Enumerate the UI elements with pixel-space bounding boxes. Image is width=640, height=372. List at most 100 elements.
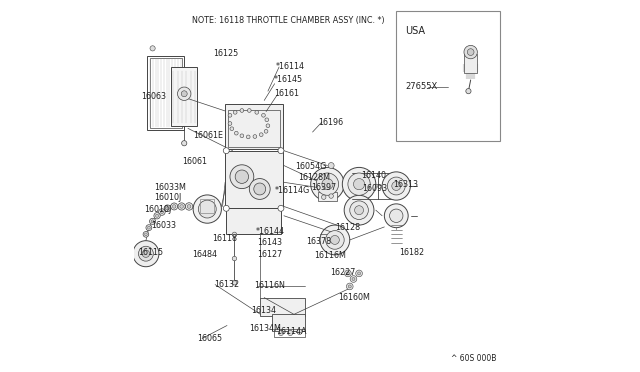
Text: 16093: 16093: [362, 185, 387, 193]
Circle shape: [223, 205, 229, 211]
Bar: [464, 54, 477, 73]
Circle shape: [228, 122, 232, 125]
Circle shape: [264, 129, 268, 133]
Text: 27655X: 27655X: [406, 82, 438, 91]
Bar: [396, 11, 500, 141]
Text: 16054G: 16054G: [294, 162, 326, 171]
Text: USA: USA: [406, 26, 426, 36]
Text: NOTE: 16118 THROTTLE CHAMBER ASSY (INC. *): NOTE: 16118 THROTTLE CHAMBER ASSY (INC. …: [192, 16, 385, 25]
Text: ^ 60S 000B: ^ 60S 000B: [451, 354, 497, 363]
Circle shape: [348, 285, 351, 288]
Circle shape: [466, 89, 471, 94]
Text: 16061: 16061: [182, 157, 207, 166]
Text: 16140: 16140: [361, 171, 386, 180]
Circle shape: [150, 218, 156, 224]
Circle shape: [232, 232, 237, 237]
Circle shape: [180, 205, 184, 208]
Text: 16132: 16132: [214, 280, 239, 289]
Circle shape: [146, 225, 152, 231]
Circle shape: [154, 213, 160, 219]
Circle shape: [147, 226, 150, 229]
Circle shape: [177, 87, 191, 100]
Circle shape: [355, 206, 364, 215]
Circle shape: [278, 330, 284, 336]
Circle shape: [187, 205, 191, 208]
Text: 16116N: 16116N: [254, 281, 285, 290]
Circle shape: [145, 233, 147, 236]
Text: 16114A: 16114A: [276, 327, 307, 336]
Circle shape: [390, 209, 403, 222]
Circle shape: [234, 110, 237, 114]
Circle shape: [159, 209, 165, 215]
Circle shape: [246, 135, 250, 139]
Circle shape: [232, 256, 237, 261]
Text: 16065: 16065: [197, 334, 222, 343]
Circle shape: [142, 250, 150, 257]
Bar: [273, 329, 305, 337]
Bar: [227, 208, 282, 234]
Text: 16010J: 16010J: [144, 205, 172, 214]
Circle shape: [253, 135, 257, 138]
Circle shape: [321, 195, 326, 199]
Text: 16128: 16128: [335, 223, 361, 232]
Circle shape: [198, 200, 216, 218]
Text: *16114G: *16114G: [275, 186, 310, 195]
Circle shape: [230, 165, 254, 189]
Circle shape: [320, 225, 349, 255]
Circle shape: [232, 280, 237, 285]
Bar: [147, 56, 184, 130]
Circle shape: [164, 205, 171, 212]
Text: 16160M: 16160M: [338, 293, 370, 302]
Circle shape: [193, 195, 221, 223]
Text: 16182: 16182: [399, 248, 424, 257]
Bar: [318, 192, 337, 201]
Circle shape: [316, 173, 339, 195]
Text: 16378: 16378: [306, 237, 331, 246]
Circle shape: [287, 330, 293, 336]
Text: 16161: 16161: [275, 89, 300, 97]
Text: 16127: 16127: [257, 250, 282, 259]
Circle shape: [230, 127, 234, 131]
Circle shape: [151, 220, 154, 223]
Circle shape: [310, 167, 344, 201]
Circle shape: [235, 170, 248, 183]
Circle shape: [278, 205, 284, 211]
Circle shape: [181, 91, 187, 97]
Text: 16128M: 16128M: [298, 173, 330, 182]
Circle shape: [133, 241, 159, 267]
Circle shape: [156, 214, 159, 217]
Text: 16397: 16397: [311, 183, 337, 192]
Circle shape: [358, 272, 360, 275]
Circle shape: [328, 163, 334, 169]
Bar: [225, 151, 283, 208]
Circle shape: [297, 329, 302, 334]
Circle shape: [255, 110, 259, 114]
Text: 16313: 16313: [394, 180, 419, 189]
Circle shape: [234, 131, 238, 135]
Text: 16134M: 16134M: [250, 324, 281, 333]
Text: 16227: 16227: [330, 268, 356, 277]
Text: *16114: *16114: [275, 62, 305, 71]
Circle shape: [150, 46, 156, 51]
Circle shape: [322, 179, 333, 190]
Circle shape: [228, 113, 232, 117]
Text: *16144: *16144: [256, 227, 285, 236]
Circle shape: [278, 148, 284, 154]
Bar: [225, 104, 283, 149]
Text: 16116M: 16116M: [314, 251, 346, 260]
Text: 16196: 16196: [318, 118, 343, 126]
Circle shape: [171, 203, 178, 210]
Circle shape: [259, 133, 263, 137]
Text: *16145: *16145: [273, 76, 303, 84]
Circle shape: [262, 113, 266, 117]
Circle shape: [240, 109, 244, 112]
Circle shape: [326, 231, 344, 249]
Circle shape: [382, 172, 410, 200]
Circle shape: [329, 194, 333, 198]
Circle shape: [392, 182, 401, 190]
Circle shape: [330, 235, 339, 244]
Circle shape: [348, 173, 370, 195]
Circle shape: [138, 246, 154, 261]
Bar: [150, 58, 182, 128]
Text: 16063: 16063: [141, 92, 166, 101]
